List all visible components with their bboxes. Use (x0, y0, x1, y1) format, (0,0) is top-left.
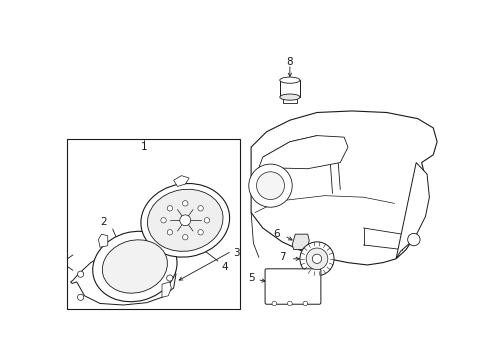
FancyBboxPatch shape (265, 269, 321, 304)
Circle shape (204, 217, 210, 223)
Text: 1: 1 (141, 142, 147, 152)
Text: 2: 2 (100, 217, 107, 227)
Circle shape (167, 206, 172, 211)
Polygon shape (255, 136, 348, 178)
Circle shape (408, 233, 420, 246)
Circle shape (183, 201, 188, 206)
Text: 5: 5 (248, 273, 254, 283)
Circle shape (161, 217, 166, 223)
Ellipse shape (141, 184, 230, 257)
Bar (283, 97, 297, 103)
Circle shape (288, 301, 292, 306)
Circle shape (300, 242, 334, 276)
Circle shape (183, 235, 188, 240)
Circle shape (272, 301, 277, 306)
Ellipse shape (147, 189, 223, 251)
Text: 4: 4 (221, 261, 228, 271)
Circle shape (257, 172, 285, 199)
Polygon shape (396, 163, 429, 259)
Polygon shape (98, 234, 108, 247)
Circle shape (303, 301, 308, 306)
Circle shape (77, 271, 84, 277)
Text: 8: 8 (287, 57, 293, 67)
Circle shape (167, 230, 172, 235)
Circle shape (306, 248, 328, 270)
Circle shape (180, 215, 191, 226)
Circle shape (167, 275, 173, 281)
Text: 7: 7 (279, 252, 286, 262)
Bar (280, 80, 300, 97)
Polygon shape (71, 249, 176, 305)
Text: 6: 6 (273, 229, 280, 239)
Circle shape (249, 164, 292, 207)
Ellipse shape (280, 94, 300, 100)
Polygon shape (292, 234, 309, 249)
Circle shape (198, 230, 203, 235)
Polygon shape (173, 176, 189, 186)
Circle shape (198, 206, 203, 211)
Circle shape (144, 247, 149, 253)
Ellipse shape (280, 77, 300, 83)
Ellipse shape (93, 231, 177, 302)
Circle shape (77, 294, 84, 300)
Circle shape (312, 254, 321, 264)
Text: 3: 3 (233, 248, 240, 258)
Bar (68, 139, 240, 309)
Polygon shape (162, 282, 171, 297)
Ellipse shape (102, 240, 168, 293)
Polygon shape (251, 111, 437, 265)
